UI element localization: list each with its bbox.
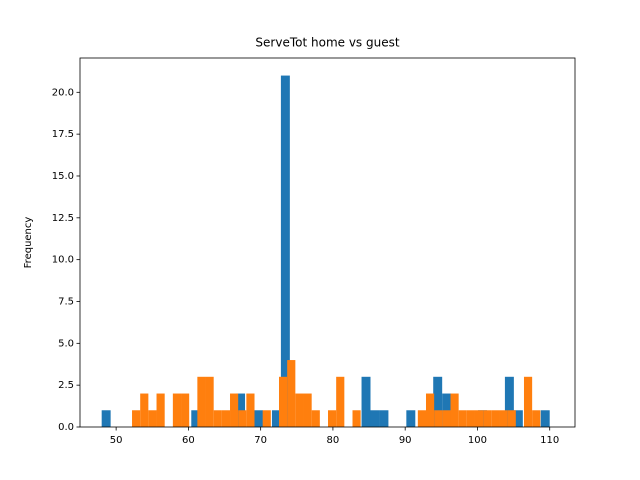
bar <box>442 410 451 427</box>
bar <box>246 393 255 427</box>
bar <box>172 393 182 427</box>
y-tick-label: 10.0 <box>52 255 74 266</box>
plot-frame <box>79 57 576 428</box>
bar <box>504 376 514 427</box>
bar <box>361 376 371 427</box>
bar <box>352 410 361 427</box>
bar <box>221 410 231 427</box>
y-tick-label: 12.5 <box>52 213 74 224</box>
bar <box>450 393 459 427</box>
bar <box>483 410 492 427</box>
x-tick-label: 110 <box>540 435 559 446</box>
bar <box>406 410 416 427</box>
bar <box>280 75 290 428</box>
bar <box>156 393 165 427</box>
x-tick-label: 60 <box>182 435 195 446</box>
bar <box>370 410 380 427</box>
bar <box>132 410 141 427</box>
bar <box>532 410 541 427</box>
bar <box>254 410 263 427</box>
bar <box>262 410 271 427</box>
bar <box>279 376 288 427</box>
x-tick-label: 50 <box>110 435 123 446</box>
bar <box>181 393 190 427</box>
bar <box>433 376 443 427</box>
bar <box>523 376 533 427</box>
x-tick-label: 90 <box>399 435 412 446</box>
bar <box>238 410 247 427</box>
y-tick-label: 0.0 <box>58 422 74 433</box>
bar <box>336 376 345 427</box>
bar <box>303 393 312 427</box>
bar <box>458 410 467 427</box>
bar <box>474 410 484 427</box>
bar <box>513 410 523 427</box>
bar <box>311 410 320 427</box>
bar <box>287 360 296 427</box>
y-tick-label: 2.5 <box>58 380 74 391</box>
bar <box>379 410 389 427</box>
bar <box>328 410 337 427</box>
bar <box>491 410 500 427</box>
x-tick-label: 80 <box>327 435 340 446</box>
y-tick-label: 7.5 <box>58 296 74 307</box>
bar <box>499 410 508 427</box>
bar <box>191 410 201 427</box>
bar <box>148 410 157 427</box>
y-tick-label: 20.0 <box>52 87 74 98</box>
x-tick-label: 100 <box>468 435 487 446</box>
bar <box>271 410 281 427</box>
bar <box>540 410 550 427</box>
bar <box>425 393 435 427</box>
x-tick-label: 70 <box>254 435 267 446</box>
bar <box>101 410 111 427</box>
bar <box>507 410 516 427</box>
bar <box>197 376 206 427</box>
y-tick-label: 15.0 <box>52 171 74 182</box>
bar <box>213 410 222 427</box>
bar <box>230 393 239 427</box>
bar <box>205 376 214 427</box>
bar <box>295 393 304 427</box>
bar <box>140 393 149 427</box>
bar <box>434 410 443 427</box>
y-tick-label: 17.5 <box>52 129 74 140</box>
bar <box>417 410 426 427</box>
y-tick-label: 5.0 <box>58 338 74 349</box>
y-axis-label: Frequency <box>23 217 34 269</box>
bar <box>466 410 475 427</box>
chart-title: ServeTot home vs guest <box>255 36 399 50</box>
